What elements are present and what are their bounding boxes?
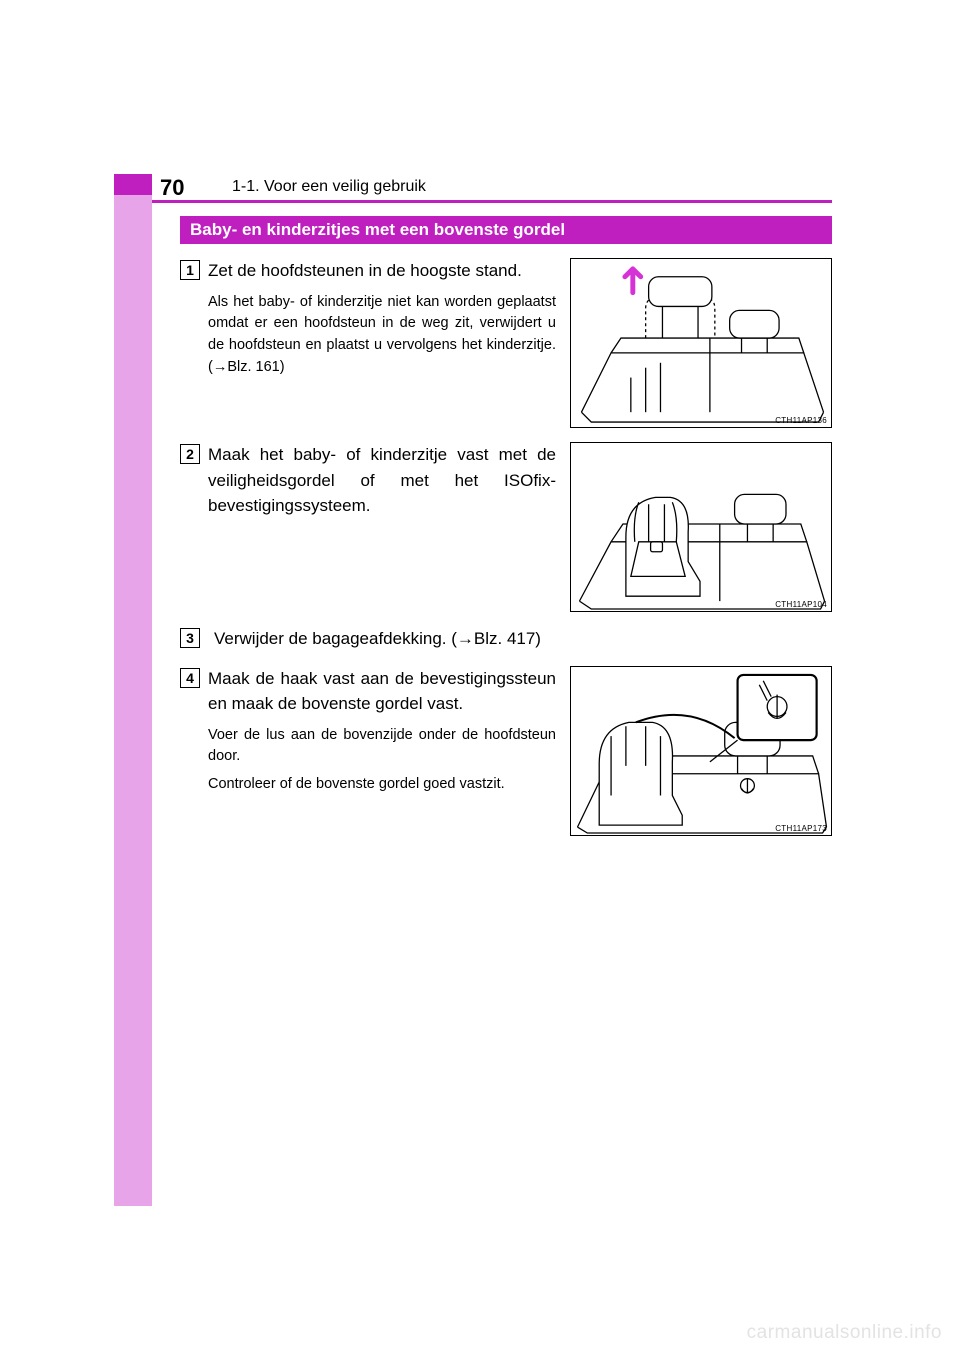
manual-page: 70 1-1. Voor een veilig gebruik Baby- en… <box>0 0 960 1358</box>
watermark: carmanualsonline.info <box>747 1322 942 1344</box>
chapter-label: 1-1. Voor een veilig gebruik <box>232 178 426 196</box>
image-code-2: CTH11AP104 <box>775 600 827 609</box>
side-tab <box>114 174 152 1206</box>
step-1-text: 1 Zet de hoofdsteunen in de hoogste stan… <box>180 258 556 428</box>
up-arrow-icon <box>625 269 641 293</box>
step-4-text: 4 Maak de haak vast aan de bevestigingss… <box>180 666 556 836</box>
step-3: 3 Verwijder de bagageafdekking. (→Blz. 4… <box>180 626 832 652</box>
page-number: 70 <box>160 175 184 201</box>
step-1: 1 Zet de hoofdsteunen in de hoogste stan… <box>180 258 832 428</box>
step-number-3: 3 <box>180 628 200 648</box>
step-4-sub2: Controleer of de bovenste gordel goed va… <box>208 774 556 796</box>
section-title: Baby- en kinderzitjes met een bovenste g… <box>180 216 832 244</box>
step-number-1: 1 <box>180 260 200 280</box>
illustration-childseat: CTH11AP104 <box>570 442 832 612</box>
step-2-text: 2 Maak het baby- of kinderzitje vast met… <box>180 442 556 612</box>
illustration-tether: CTH11AP173 <box>570 666 832 836</box>
step-4-body: Maak de haak vast aan de bevestigingsste… <box>208 666 556 717</box>
image-code-1: CTH11AP136 <box>775 416 827 425</box>
illustration-headrest: CTH11AP136 <box>570 258 832 428</box>
step-1-body: Zet de hoofdsteunen in de hoogste stand. <box>208 258 522 284</box>
header-rule <box>152 200 832 203</box>
image-code-4: CTH11AP173 <box>775 824 827 833</box>
step-number-2: 2 <box>180 444 200 464</box>
step-2: 2 Maak het baby- of kinderzitje vast met… <box>180 442 832 612</box>
step-2-body: Maak het baby- of kinderzitje vast met d… <box>208 442 556 519</box>
step-3-body: Verwijder de bagageafdekking. (→Blz. 417… <box>214 626 832 652</box>
step-number-4: 4 <box>180 668 200 688</box>
content-area: Baby- en kinderzitjes met een bovenste g… <box>180 216 832 850</box>
step-4: 4 Maak de haak vast aan de bevestigingss… <box>180 666 832 836</box>
side-tab-notch <box>114 174 152 195</box>
step-4-sub: Voer de lus aan de bovenzijde onder de h… <box>208 725 556 769</box>
step-1-sub: Als het baby- of kinderzitje niet kan wo… <box>208 292 556 379</box>
